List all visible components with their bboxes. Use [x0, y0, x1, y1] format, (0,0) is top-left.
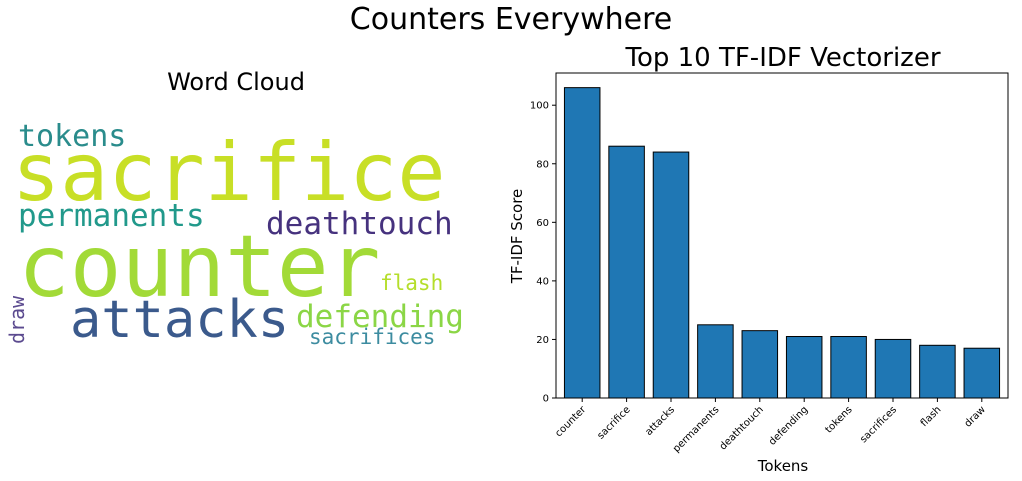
bar-sacrifice — [608, 145, 645, 399]
word-cloud: sacrifice counter attacks tokens permane… — [5, 119, 464, 350]
x-tick-label-tokens: tokens — [823, 404, 854, 435]
chart-title: Top 10 TF-IDF Vectorizer — [624, 43, 940, 73]
bar-permanents — [697, 324, 734, 399]
bar-deathtouch — [741, 330, 779, 399]
x-tick-label-attacks: attacks — [643, 404, 677, 438]
wc-word-defending: defending — [296, 299, 464, 335]
wc-word-counter: counter — [18, 217, 380, 317]
wc-word-permanents: permanents — [18, 198, 205, 234]
plot-frame — [555, 72, 1009, 399]
wc-word-deathtouch: deathtouch — [266, 206, 453, 242]
wc-word-flash: flash — [380, 271, 443, 295]
wc-word-tokens: tokens — [18, 119, 126, 154]
y-tick-label-0: 0 — [543, 394, 549, 405]
bar-sacrifices — [874, 338, 912, 399]
figure-title: Counters Everywhere — [349, 2, 673, 37]
x-tick-label-counter: counter — [553, 404, 589, 440]
bar-counter — [563, 87, 601, 399]
y-tick-label-40: 40 — [536, 276, 549, 287]
x-tick-label-sacrifices: sacrifices — [858, 404, 899, 445]
wc-word-sacrifices: sacrifices — [309, 325, 435, 349]
wc-word-draw: draw — [5, 295, 29, 344]
x-tick-label-defending: defending — [767, 404, 810, 447]
x-tick-label-permanents: permanents — [671, 404, 721, 454]
bar-draw — [963, 347, 1001, 399]
bars-group — [563, 87, 1001, 399]
y-tick-label-100: 100 — [530, 101, 549, 112]
x-axis-label: Tokens — [757, 457, 809, 475]
y-axis-label: TF-IDF Score — [508, 189, 526, 285]
y-tick-label-60: 60 — [536, 218, 549, 229]
bar-defending — [785, 336, 823, 399]
x-tick-label-sacrifice: sacrifice — [595, 404, 632, 441]
wc-word-attacks: attacks — [70, 290, 289, 350]
x-axis: counter sacrifice attackspermanentsdeathto… — [553, 398, 988, 455]
bar-attacks — [652, 151, 690, 399]
wordcloud-title: Word Cloud — [167, 68, 305, 96]
x-tick-label-flash: flash — [919, 404, 944, 429]
bar-tokens — [830, 336, 867, 399]
y-tick-label-20: 20 — [536, 335, 549, 346]
x-tick-label-deathtouch: deathtouch — [718, 404, 766, 452]
y-axis: 0 20 40 60 80 100 — [530, 101, 556, 405]
wc-word-sacrifice: sacrifice — [12, 126, 445, 219]
x-tick-label-draw: draw — [963, 404, 988, 429]
bar-flash — [919, 344, 956, 399]
y-tick-label-80: 80 — [536, 159, 549, 170]
